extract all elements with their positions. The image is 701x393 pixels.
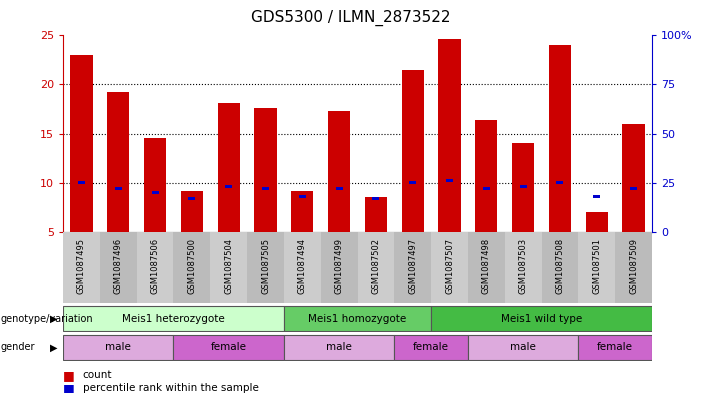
Bar (468, 335, 578, 360)
Bar (431, 307, 652, 331)
Text: Meis1 homozygote: Meis1 homozygote (308, 314, 407, 324)
Bar (446, 179, 453, 182)
Text: GSM1087503: GSM1087503 (519, 237, 528, 294)
Bar (144, 138, 166, 232)
Bar (218, 103, 240, 232)
Bar (578, 335, 652, 360)
Bar (181, 191, 203, 232)
Text: ■: ■ (63, 382, 75, 393)
Bar (63, 232, 100, 303)
Text: GSM1087500: GSM1087500 (187, 237, 196, 294)
Text: GSM1087507: GSM1087507 (445, 237, 454, 294)
Bar (107, 92, 129, 232)
Bar (336, 187, 343, 190)
Text: genotype/variation: genotype/variation (1, 314, 93, 324)
Text: percentile rank within the sample: percentile rank within the sample (83, 383, 259, 393)
Bar (189, 197, 196, 200)
Bar (328, 111, 350, 232)
Bar (284, 232, 320, 303)
Bar (137, 232, 174, 303)
Bar (63, 335, 174, 360)
Bar (358, 232, 394, 303)
Bar (210, 232, 247, 303)
Bar (174, 335, 284, 360)
Bar (151, 191, 158, 194)
Text: ■: ■ (63, 369, 75, 382)
Text: male: male (105, 342, 131, 353)
Bar (622, 124, 645, 232)
Text: female: female (211, 342, 247, 353)
Text: GSM1087495: GSM1087495 (77, 237, 86, 294)
Text: GSM1087498: GSM1087498 (482, 237, 491, 294)
Text: Meis1 wild type: Meis1 wild type (501, 314, 582, 324)
Text: GSM1087497: GSM1087497 (408, 237, 417, 294)
Text: male: male (326, 342, 352, 353)
Text: GSM1087494: GSM1087494 (298, 237, 307, 294)
Bar (586, 212, 608, 232)
Text: Meis1 heterozygote: Meis1 heterozygote (122, 314, 225, 324)
Bar (483, 187, 490, 190)
Bar (593, 195, 600, 198)
Bar (549, 45, 571, 232)
Bar (365, 197, 387, 232)
Bar (630, 187, 637, 190)
Text: GSM1087502: GSM1087502 (372, 237, 381, 294)
Bar (292, 191, 313, 232)
Bar (431, 232, 468, 303)
Bar (247, 232, 284, 303)
Bar (299, 195, 306, 198)
Bar (505, 232, 541, 303)
Bar (225, 185, 232, 188)
Bar (468, 232, 505, 303)
Bar (320, 232, 358, 303)
Bar (519, 185, 526, 188)
Bar (439, 39, 461, 232)
Bar (115, 187, 122, 190)
Bar (475, 120, 498, 232)
Text: GSM1087501: GSM1087501 (592, 237, 601, 294)
Text: GSM1087496: GSM1087496 (114, 237, 123, 294)
Bar (174, 232, 210, 303)
Text: GSM1087508: GSM1087508 (555, 237, 564, 294)
Bar (557, 181, 564, 184)
Bar (372, 197, 379, 200)
Bar (284, 335, 394, 360)
Text: GDS5300 / ILMN_2873522: GDS5300 / ILMN_2873522 (251, 10, 450, 26)
Bar (394, 232, 431, 303)
Bar (394, 335, 468, 360)
Text: gender: gender (1, 342, 35, 353)
Bar (284, 307, 431, 331)
Text: GSM1087504: GSM1087504 (224, 237, 233, 294)
Text: female: female (597, 342, 633, 353)
Text: female: female (413, 342, 449, 353)
Bar (78, 181, 85, 184)
Bar (578, 232, 615, 303)
Text: GSM1087509: GSM1087509 (629, 237, 638, 294)
Bar (262, 187, 269, 190)
Bar (615, 232, 652, 303)
Text: GSM1087505: GSM1087505 (261, 237, 270, 294)
Bar (402, 70, 423, 232)
Text: GSM1087499: GSM1087499 (334, 237, 343, 294)
Bar (254, 108, 277, 232)
Bar (100, 232, 137, 303)
Bar (70, 55, 93, 232)
Text: GSM1087506: GSM1087506 (151, 237, 160, 294)
Bar (512, 143, 534, 232)
Text: ▶: ▶ (50, 342, 57, 353)
Text: male: male (510, 342, 536, 353)
Bar (409, 181, 416, 184)
Bar (63, 307, 284, 331)
Text: ▶: ▶ (50, 314, 57, 324)
Bar (542, 232, 578, 303)
Text: count: count (83, 370, 112, 380)
